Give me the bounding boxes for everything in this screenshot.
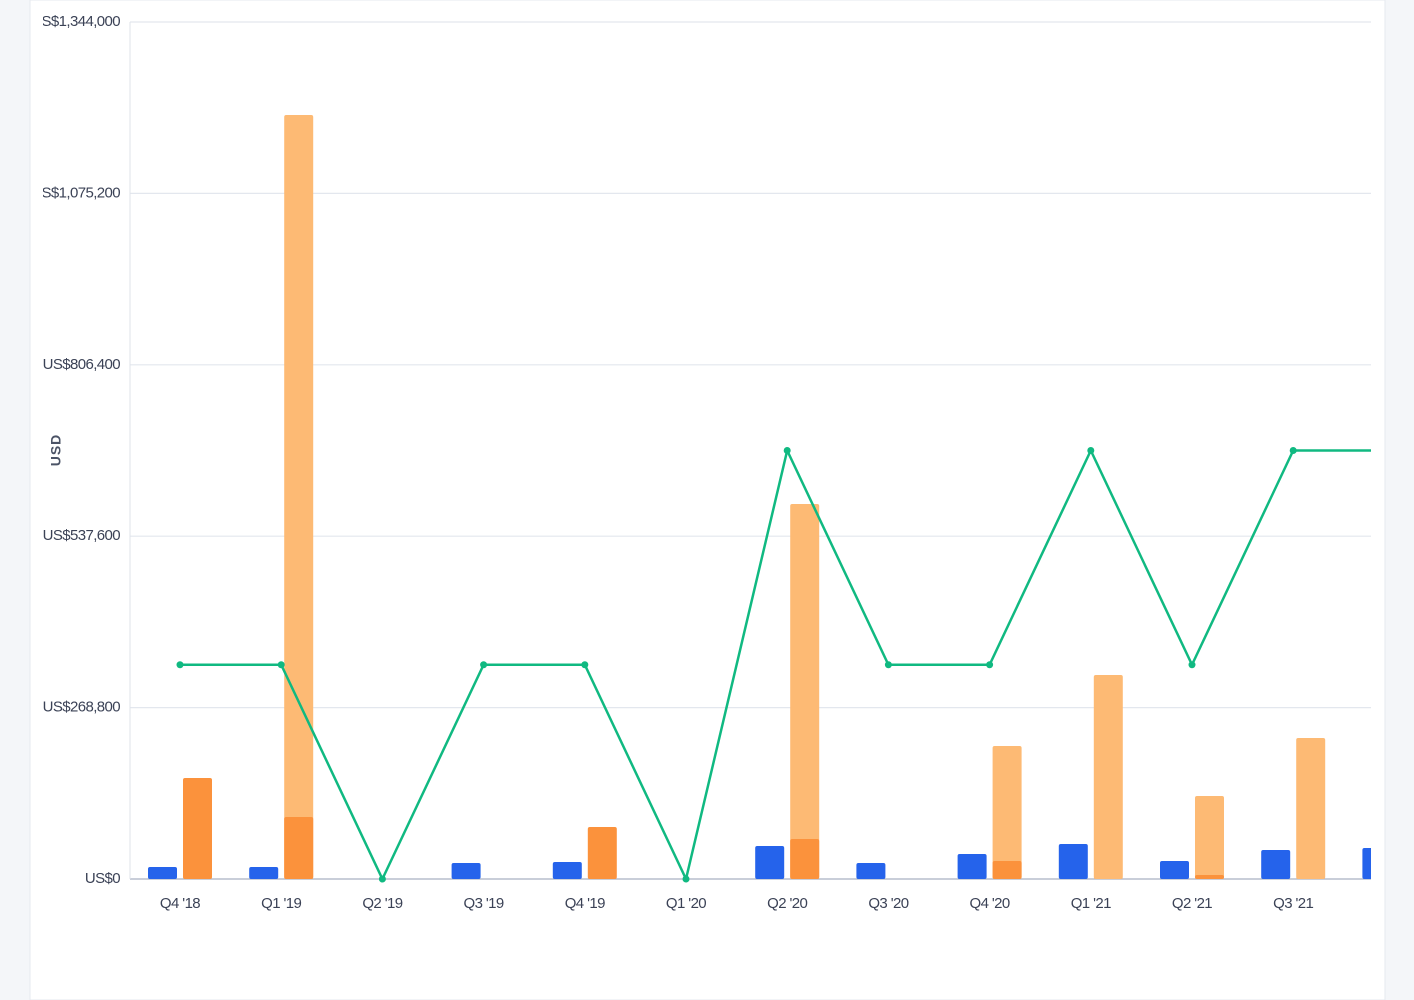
- y-tick-label: US$0: [85, 870, 120, 887]
- y-tick-label: US$1,075,200: [31, 184, 120, 201]
- bar: [1261, 849, 1291, 879]
- panel: [29, 0, 1386, 1000]
- bar: [790, 503, 820, 879]
- line-point: [378, 875, 386, 883]
- x-tick-label: Q3 '20: [868, 895, 908, 912]
- x-tick-label: Q1 '20: [666, 895, 706, 912]
- line-point: [1188, 661, 1196, 669]
- x-tick-label: Q3 '21: [1273, 895, 1313, 912]
- line-point: [783, 447, 791, 454]
- bar: [1093, 675, 1123, 879]
- bar: [284, 114, 314, 880]
- y-tick-label: US$537,600: [43, 527, 121, 544]
- x-tick-label: Q2 '21: [1172, 895, 1212, 912]
- bar: [183, 777, 212, 879]
- x-tick-label: Q3 '19: [464, 895, 504, 912]
- bar: [992, 861, 1022, 879]
- bar: [1362, 848, 1371, 879]
- line-point: [1391, 447, 1398, 454]
- y-tick-label: US$806,400: [43, 356, 121, 373]
- bar: [992, 745, 1022, 879]
- bar: [552, 861, 582, 879]
- y-tick-label: US$1,344,000: [31, 13, 120, 30]
- x-tick-label: Q2 '20: [767, 895, 807, 912]
- bar: [856, 863, 886, 879]
- line-point: [884, 661, 892, 669]
- line-point: [986, 661, 994, 669]
- bar: [1195, 795, 1224, 879]
- bar: [148, 867, 177, 879]
- bar: [249, 867, 279, 879]
- bar: [790, 839, 820, 879]
- bar: [1160, 861, 1189, 879]
- x-tick-label: Q1 '21: [1071, 895, 1111, 912]
- bar: [1058, 843, 1088, 879]
- line-point: [581, 661, 589, 669]
- line-point: [1289, 447, 1297, 454]
- bar: [284, 817, 314, 879]
- y-axis-title: USD: [48, 434, 64, 467]
- line-point: [176, 661, 184, 669]
- y-tick-label: US$268,800: [43, 699, 121, 716]
- bar: [587, 826, 617, 879]
- x-tick-label: Q1 '19: [261, 895, 301, 912]
- x-tick-label: Q4 '20: [970, 895, 1010, 912]
- line-point: [1087, 447, 1095, 454]
- y-labels: US$0 US$268,800 US$537,600 US$806,400 US$1,0…: [31, 13, 1314, 912]
- x-tick-label: Q4 '18: [160, 895, 200, 912]
- bar: [755, 845, 785, 879]
- x-tick-label: Q2 '19: [362, 895, 402, 912]
- plot: [148, 114, 1398, 883]
- bar: [957, 854, 987, 879]
- bar: [1195, 874, 1224, 879]
- grid: [129, 21, 1371, 880]
- bar: [1296, 738, 1326, 879]
- line-point: [277, 661, 285, 669]
- bar: [451, 863, 481, 879]
- line-point: [480, 661, 488, 669]
- line-point: [682, 875, 690, 883]
- x-tick-label: Q4 '19: [565, 895, 605, 912]
